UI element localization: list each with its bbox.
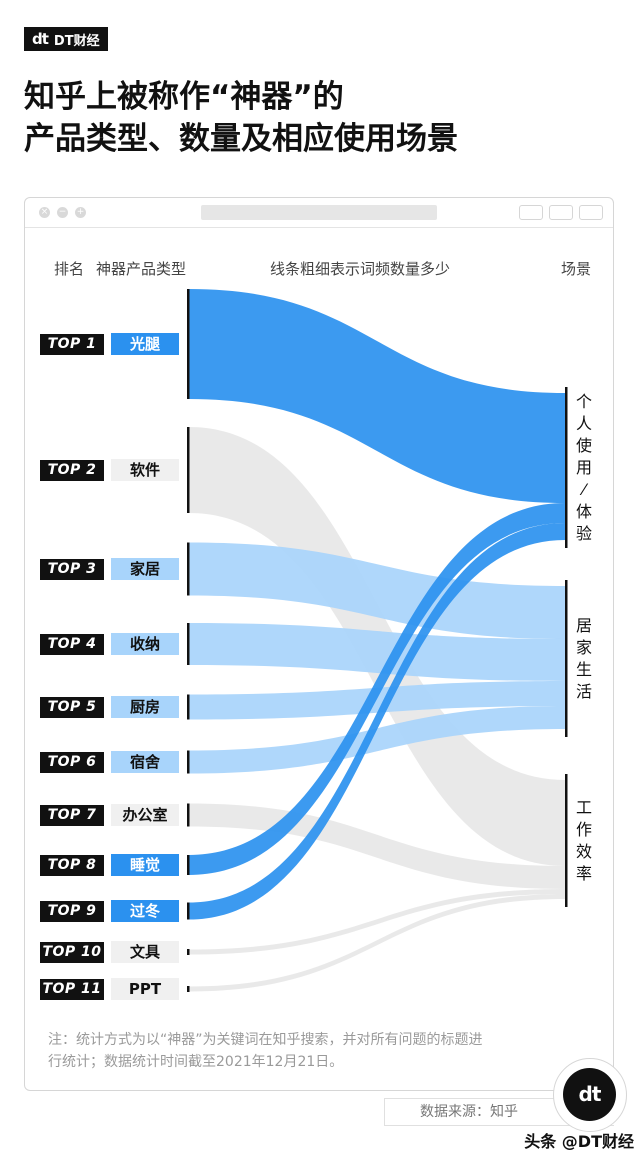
page-title: 知乎上被称作“神器”的 产品类型、数量及相应使用场景 [24,76,614,160]
rank-badge: TOP 1 [40,333,104,355]
category-label: 光腿 [111,333,179,355]
minimize-icon: − [57,207,68,218]
header-scene: 场景 [561,260,592,278]
source-node-bar [187,949,190,955]
rank-badge: TOP 8 [40,854,104,876]
flow-top-5 [189,681,565,720]
source-node-bar [187,750,190,774]
flow-top-1 [189,289,565,503]
address-bar [201,205,437,220]
source-node-bar [187,855,190,875]
rank-badge: TOP 7 [40,804,104,826]
category-label: 办公室 [111,804,179,826]
source-node-bar [187,289,190,399]
category-label: 睡觉 [111,854,179,876]
scene-label: 个人使用 ⁄ 体验 [575,391,592,543]
flow-top-8 [189,503,565,875]
rank-badge: TOP 4 [40,633,104,655]
source-node-bar [187,694,190,720]
footnote: 注：统计方式为以“神器”为关键词在知乎搜索，并对所有问题的标题进行统计；数据统计… [48,1032,483,1070]
header-category: 神器产品类型 [96,260,187,278]
flow-top-11 [189,894,565,992]
source-node-bar [187,623,190,665]
flow-top-6 [189,706,565,774]
category-label: 厨房 [111,696,179,718]
record-icon [519,205,543,220]
category-label: 收纳 [111,633,179,655]
header-width-note: 线条粗细表示词频数量多少 [270,260,451,278]
rank-badge: TOP 11 [40,978,104,1000]
rank-badge: TOP 9 [40,900,104,922]
browser-toolbar: × − + [25,198,613,228]
title-line-1: 知乎上被称作“神器”的 [24,79,344,115]
brand-circle-logo: dt [553,1058,627,1132]
rank-badge: TOP 10 [40,941,104,963]
flow-top-9 [189,523,565,920]
rank-badge: TOP 6 [40,751,104,773]
flow-top-3 [189,542,565,639]
source-node-bar [187,803,190,827]
source-node-bar [187,542,190,596]
flow-top-10 [189,889,565,955]
target-node-bar [565,387,568,548]
brand-logo: dt DT财经 [24,27,108,51]
header-rank: 排名 [54,260,85,278]
source-node-bar [187,427,190,513]
title-line-2: 产品类型、数量及相应使用场景 [24,121,458,157]
watermark-text: 头条 @DT财经 [524,1132,634,1151]
scene-label: 工作效率 [575,797,592,883]
rank-badge: TOP 5 [40,696,104,718]
brand-logo-mark: dt [32,30,49,48]
target-node-bar [565,580,568,737]
source-node-bar [187,902,190,920]
category-label: 软件 [111,459,179,481]
rank-badge: TOP 3 [40,558,104,580]
expand-icon: + [75,207,86,218]
flow-top-4 [189,623,565,681]
share-icon [549,205,573,220]
scene-label: 居家生活 [575,615,592,701]
window-icon [579,205,603,220]
data-source: 数据来源：知乎 [420,1104,518,1120]
brand-logo-text: DT财经 [53,33,100,49]
category-label: PPT [111,978,179,1000]
brand-circle-mark: dt [563,1068,616,1121]
close-icon: × [39,207,50,218]
rank-badge: TOP 2 [40,459,104,481]
source-node-bar [187,986,190,992]
category-label: 过冬 [111,900,179,922]
target-node-bar [565,774,568,907]
category-label: 宿舍 [111,751,179,773]
category-label: 家居 [111,558,179,580]
category-label: 文具 [111,941,179,963]
